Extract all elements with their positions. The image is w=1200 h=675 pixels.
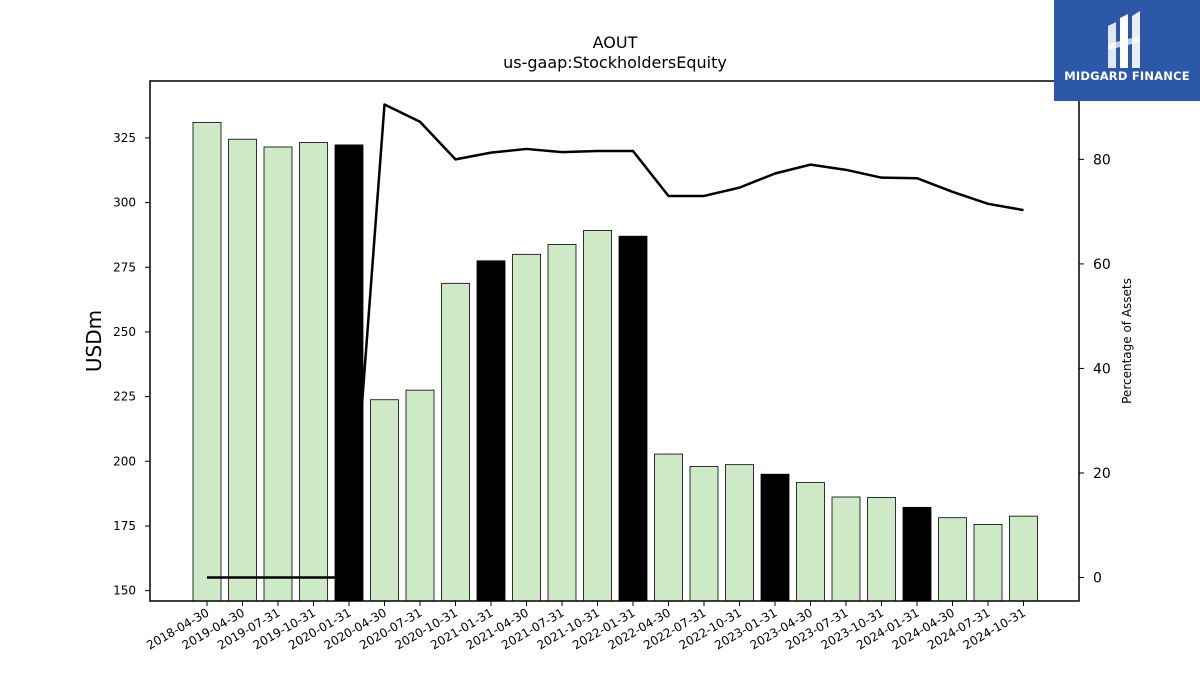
bar-2024-10-31 — [1009, 515, 1038, 602]
chart-subtitle: us-gaap:StockholdersEquity — [503, 53, 727, 72]
bar-2021-01-31 — [476, 260, 506, 602]
y-tick-label: 275 — [113, 260, 136, 274]
y-tick-label: 250 — [113, 325, 136, 339]
bar-2023-10-31 — [867, 497, 896, 602]
y2-tick-label: 20 — [1093, 466, 1111, 482]
plot-frame — [149, 80, 1080, 602]
bar-2021-04-30 — [512, 253, 541, 602]
y-tick-label: 325 — [113, 131, 136, 145]
bar-2024-07-31 — [973, 524, 1003, 602]
bar-2020-04-30 — [370, 399, 399, 602]
bar-2022-04-30 — [654, 453, 683, 602]
y-tick-label: 200 — [113, 454, 136, 468]
y2-tick-label: 80 — [1093, 152, 1111, 168]
bar-2022-01-31 — [618, 235, 648, 602]
bar-2021-07-31 — [547, 244, 577, 602]
bar-2023-01-31 — [760, 473, 790, 602]
y-tick-label: 225 — [113, 390, 136, 404]
bar-2023-04-30 — [796, 482, 825, 602]
bar-2020-07-31 — [405, 389, 435, 602]
logo-text: MIDGARD FINANCE — [1064, 69, 1190, 83]
y2-axis-label: Percentage of Assets — [1120, 278, 1134, 404]
y2-tick-label: 0 — [1093, 570, 1102, 586]
line-group — [207, 103, 1024, 579]
y2-tick-label: 60 — [1093, 257, 1111, 273]
bar-2020-10-31 — [441, 282, 470, 602]
bar-2022-10-31 — [725, 464, 754, 602]
bar-2019-04-30 — [228, 138, 257, 602]
bar-2019-10-31 — [299, 142, 328, 602]
bar-2021-10-31 — [583, 230, 612, 602]
percentage-of-assets-line — [207, 103, 1024, 579]
y2-tick-label: 40 — [1093, 361, 1111, 377]
bar-2024-01-31 — [902, 506, 932, 602]
bar-2020-01-31 — [334, 144, 364, 602]
bar-2022-07-31 — [689, 466, 719, 602]
y-axis-label: USDm — [82, 310, 106, 372]
y-tick-label: 150 — [113, 584, 136, 598]
midgard-finance-logo: MIDGARD FINANCE — [1054, 0, 1200, 101]
y-tick-label: 300 — [113, 196, 136, 210]
y-tick-label: 175 — [113, 519, 136, 533]
bar-2019-07-31 — [263, 146, 293, 602]
bar-2018-04-30 — [192, 121, 222, 602]
bar-2024-04-30 — [938, 517, 967, 602]
midgard-logo-icon — [1108, 11, 1140, 68]
bars-group — [192, 121, 1038, 602]
bar-2023-07-31 — [831, 496, 861, 602]
chart-title: AOUT — [593, 33, 638, 52]
